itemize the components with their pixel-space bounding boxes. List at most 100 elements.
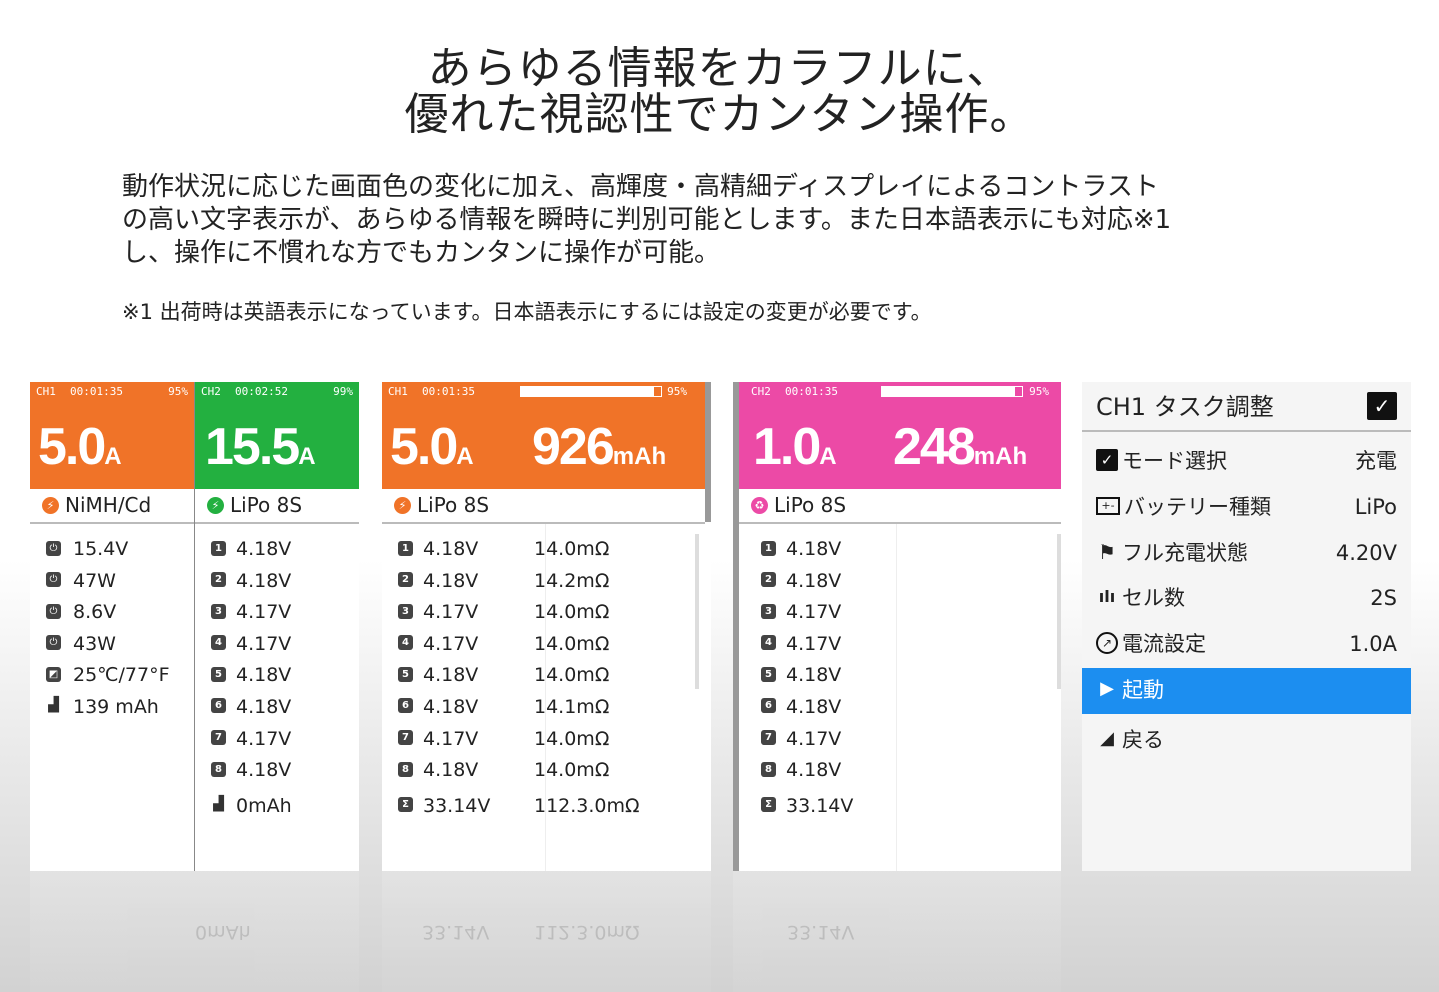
battery-type: LiPo 8S xyxy=(774,493,847,517)
ch1-stats: ⏻ 15.4V ⏻ 47W ⏻ 8.6V ⏻ 43W ◩ 25℃/77°F ▟ 139 mA… xyxy=(30,534,194,724)
ch1-status-bar: CH1 00:01:35 95% xyxy=(30,382,194,401)
ch1-time: 00:01:35 xyxy=(422,385,475,398)
battery-icon: +- xyxy=(1096,496,1120,515)
cells-icon: ılı xyxy=(1098,587,1116,607)
capacity-row: ▟ 0mAh xyxy=(195,791,359,823)
progress-fill xyxy=(521,387,654,396)
menu-item-battery-type[interactable]: +- バッテリー種類 LiPo xyxy=(1082,485,1411,531)
ch1-current: 5.0A xyxy=(390,418,474,476)
ch2-current: 1.0A xyxy=(753,418,837,476)
ch1-battery-type: NiMH/Cd xyxy=(65,493,152,517)
clipboard-check-icon: ✓ xyxy=(1367,392,1397,420)
cell-list: 1 4.18V 2 4.18V 3 4.17V 4 4.17V 5 4.18V 6 4.18… xyxy=(733,534,1061,822)
sum-icon: Σ xyxy=(761,797,776,813)
ch2-time: 00:02:52 xyxy=(235,385,288,398)
menu-title: CH1 タスク調整 xyxy=(1096,393,1274,421)
cell-row: 7 4.17V xyxy=(733,724,1061,756)
screen-dual-channel: CH1 00:01:35 95% 5.0A ⚡ NiMH/Cd ⏻ 15.4V ⏻ 4… xyxy=(30,382,359,871)
reflection-2: 33.14V 112.3.0mΩ xyxy=(382,871,711,992)
ch1-current: 5.0A xyxy=(38,418,122,476)
ch2-current: 15.5A xyxy=(205,418,316,476)
description-line-1: 動作状況に応じた画面色の変化に加え、高輝度・高精細ディスプレイによるコントラスト xyxy=(122,172,1159,202)
cell-row: 2 4.18V 14.2mΩ xyxy=(382,566,711,598)
cell-row: 6 4.18V 14.1mΩ xyxy=(382,692,711,724)
menu-item-cell-count[interactable]: ılı セル数 2S xyxy=(1082,576,1411,622)
plug-icon: ⏻ xyxy=(46,635,61,651)
description-line-3: し、操作に不慣れな方でもカンタンに操作が可能。 xyxy=(122,238,721,268)
cell-row: 6 4.18V xyxy=(733,692,1061,724)
clipboard-check-icon: ✓ xyxy=(1096,449,1118,471)
balance-icon: ♻ xyxy=(751,496,768,514)
ch2-time: 00:01:35 xyxy=(785,385,838,398)
charge-icon: ⚡ xyxy=(207,496,224,514)
stat-row: ⏻ 43W xyxy=(30,629,194,661)
ch2-battery-type: LiPo 8S xyxy=(230,493,303,517)
stat-row: ⏻ 47W xyxy=(30,566,194,598)
cell-row: 7 4.17V 14.0mΩ xyxy=(382,724,711,756)
ch1-time: 00:01:35 xyxy=(70,385,123,398)
scrollbar-track[interactable] xyxy=(705,382,711,522)
reflection-total-v: 33.14V xyxy=(422,921,490,943)
menu-item-start[interactable]: ▶ 起動 xyxy=(1082,667,1411,714)
menu-item-current[interactable]: ↗ 電流設定 1.0A xyxy=(1082,622,1411,668)
cell-row: 1 4.18V xyxy=(195,534,359,566)
scrollbar-thumb[interactable] xyxy=(1057,534,1061,689)
cell-row: 2 4.18V xyxy=(733,566,1061,598)
ch2-status-bar: CH2 00:02:52 99% xyxy=(195,382,359,401)
ch1-percent: 95% xyxy=(667,385,687,398)
ch1-header: 5.0A xyxy=(30,401,194,489)
cell-row: 5 4.18V xyxy=(195,660,359,692)
cell-row: 4 4.17V xyxy=(733,629,1061,661)
gauge-icon: ↗ xyxy=(1096,632,1118,655)
plug-icon: ⏻ xyxy=(46,540,61,556)
ch1-label: CH1 xyxy=(36,385,56,398)
menu-item-full-charge[interactable]: ⚑ フル充電状態 4.20V xyxy=(1082,531,1411,577)
cell-row: 3 4.17V xyxy=(195,597,359,629)
screen-task-menu: CH1 タスク調整 ✓ ✓ モード選択 充電 +- バッテリー種類 LiPo ⚑ フル充電… xyxy=(1082,382,1411,871)
ch1-type-row: ⚡ NiMH/Cd xyxy=(30,489,194,524)
menu-item-back[interactable]: ◢ 戻る xyxy=(1082,718,1411,764)
cell-row: 2 4.18V xyxy=(195,566,359,598)
stat-row: ⏻ 15.4V xyxy=(30,534,194,566)
main-heading: あらゆる情報をカラフルに、 優れた視認性でカンタン操作。 xyxy=(0,46,1439,138)
ch2-percent: 99% xyxy=(333,385,353,398)
ch2-capacity: 248mAh xyxy=(893,418,1028,476)
cell-row: 5 4.18V 14.0mΩ xyxy=(382,660,711,692)
cell-row: 6 4.18V xyxy=(195,692,359,724)
sum-icon: Σ xyxy=(398,797,413,813)
progress-fill xyxy=(882,387,1015,396)
reflection-1: 0mAh xyxy=(30,871,359,992)
scrollbar-thumb[interactable] xyxy=(695,534,699,689)
ch1-capacity: 926mAh xyxy=(532,418,667,476)
stat-row: ◩ 25℃/77°F xyxy=(30,660,194,692)
ch2-type-row: ⚡ LiPo 8S xyxy=(195,489,359,524)
ch2-label: CH2 xyxy=(201,385,221,398)
progress-bar xyxy=(881,386,1023,397)
flag-icon: ⚑ xyxy=(1098,539,1116,564)
type-row: ⚡ LiPo 8S xyxy=(382,489,705,524)
description: 動作状況に応じた画面色の変化に加え、高輝度・高精細ディスプレイによるコントラスト… xyxy=(122,171,1352,270)
menu-header: CH1 タスク調整 ✓ xyxy=(1082,382,1411,432)
menu-item-mode[interactable]: ✓ モード選択 充電 xyxy=(1082,439,1411,485)
type-row: ♻ LiPo 8S xyxy=(739,489,1061,524)
play-icon: ▶ xyxy=(1100,677,1114,699)
cell-row: 8 4.18V xyxy=(733,755,1061,787)
cell-row: 4 4.17V 14.0mΩ xyxy=(382,629,711,661)
ch2-column: CH2 00:02:52 99% 15.5A ⚡ LiPo 8S 1 4.18V 2… xyxy=(195,382,359,871)
ch2-label: CH2 xyxy=(751,385,771,398)
cell-row: 3 4.17V 14.0mΩ xyxy=(382,597,711,629)
ch2-header: 1.0A 248mAh xyxy=(739,401,1061,489)
ch1-percent: 95% xyxy=(168,385,188,398)
ch1-label: CH1 xyxy=(388,385,408,398)
cell-row: 1 4.18V xyxy=(733,534,1061,566)
capacity-icon: ▟ xyxy=(213,796,224,813)
reflection-total-r: 112.3.0mΩ xyxy=(534,921,640,943)
ch2-status-bar: CH2 00:01:35 95% xyxy=(739,382,1061,401)
cell-row: 1 4.18V 14.0mΩ xyxy=(382,534,711,566)
side-bar xyxy=(733,382,739,871)
heading-line-1: あらゆる情報をカラフルに、 xyxy=(427,43,1012,94)
reflection-total-v: 33.14V xyxy=(787,921,855,943)
footnote: ※1 出荷時は英語表示になっています。日本語表示にするには設定の変更が必要です。 xyxy=(122,300,932,324)
